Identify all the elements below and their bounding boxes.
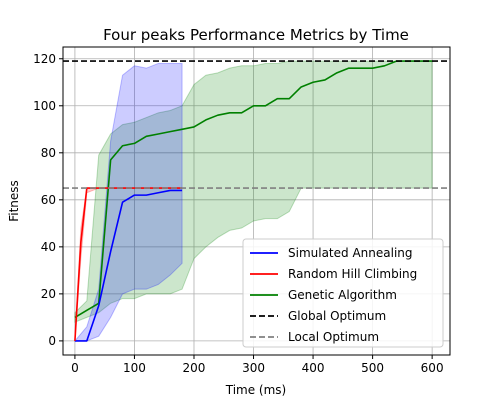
y-tick-label: 0 (48, 334, 56, 348)
legend: Simulated Annealing Random Hill Climbing G… (242, 238, 444, 348)
legend-box (242, 238, 444, 348)
y-tick-label: 40 (41, 240, 56, 254)
y-tick-label: 120 (33, 52, 56, 66)
x-tick-label: 200 (183, 361, 206, 375)
y-tick-label: 60 (41, 193, 56, 207)
x-axis-ticks: 0 100 200 300 400 500 600 (71, 355, 444, 375)
reference-lines (63, 60, 450, 189)
y-tick-label: 80 (41, 146, 56, 160)
chart-title: Four peaks Performance Metrics by Time (103, 26, 409, 44)
x-tick-label: 500 (361, 361, 384, 375)
series-line (74, 60, 433, 319)
legend-label: Random Hill Climbing (288, 267, 417, 281)
x-tick-label: 400 (302, 361, 325, 375)
x-tick-label: 100 (123, 361, 146, 375)
y-tick-label: 100 (33, 99, 56, 113)
legend-label: Global Optimum (288, 309, 386, 323)
legend-label: Simulated Annealing (288, 246, 413, 260)
series-line (74, 189, 183, 342)
x-tick-label: 300 (242, 361, 265, 375)
y-tick-label: 20 (41, 287, 56, 301)
plot-frame (62, 46, 451, 356)
y-axis-ticks: 0 20 40 60 80 100 120 (33, 52, 63, 348)
legend-label: Genetic Algorithm (288, 288, 397, 302)
x-tick-label: 0 (71, 361, 79, 375)
x-axis-label: Time (ms) (225, 383, 287, 397)
x-tick-label: 600 (421, 361, 444, 375)
legend-label: Local Optimum (288, 330, 379, 344)
y-axis-label: Fitness (7, 180, 21, 222)
